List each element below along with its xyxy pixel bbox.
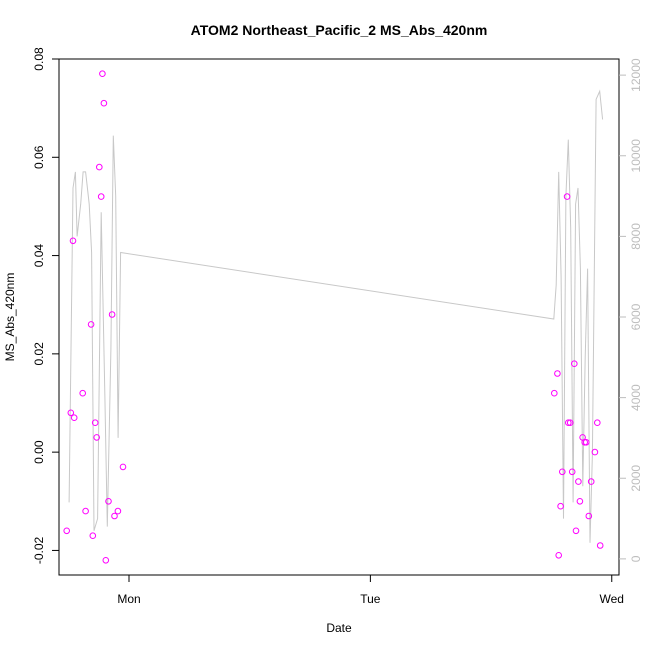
x-axis-label: Date (326, 621, 352, 635)
y-axis-right: 0 2000 4000 6000 8000 10000 12000 (619, 58, 643, 562)
data-point (571, 360, 578, 368)
data-point (91, 419, 99, 427)
y-tick-label: -0.02 (32, 536, 46, 564)
series-line (68, 89, 604, 543)
data-point (119, 463, 127, 471)
data-point (67, 409, 75, 417)
data-point (114, 507, 122, 515)
data-point (551, 389, 558, 397)
y-tick-label: 0.06 (32, 145, 46, 169)
y-tick-label: 0.02 (32, 342, 46, 366)
data-point (89, 532, 97, 540)
data-point (585, 512, 593, 520)
y2-tick-label: 2000 (629, 465, 643, 492)
data-point (96, 163, 103, 171)
data-point (82, 507, 89, 515)
data-point (559, 468, 566, 476)
data-point (87, 321, 95, 328)
data-point (102, 557, 110, 564)
data-point (566, 419, 574, 427)
data-point (575, 478, 582, 485)
data-point (572, 527, 580, 535)
y2-tick-label: 8000 (629, 223, 643, 250)
data-point (557, 502, 564, 510)
y2-tick-label: 4000 (629, 384, 643, 411)
x-tick-label: Tue (360, 592, 381, 606)
data-point (79, 389, 86, 397)
plot-frame (58, 58, 620, 576)
y2-tick-label: 6000 (629, 303, 643, 330)
data-point (111, 512, 118, 520)
data-point (554, 370, 561, 377)
data-point (108, 311, 116, 318)
data-point (591, 448, 599, 456)
x-tick-label: Wed (600, 592, 624, 606)
x-tick-label: Mon (117, 592, 140, 606)
points-layer (63, 70, 604, 564)
data-point (69, 237, 77, 245)
data-point (100, 99, 108, 107)
data-point (596, 542, 604, 549)
data-point (582, 439, 590, 446)
data-point (565, 419, 572, 427)
data-point (105, 498, 112, 505)
y-tick-label: 0.08 (32, 47, 46, 71)
data-point (70, 414, 78, 422)
y-tick-label: 0.04 (32, 244, 46, 268)
y-axis-left: -0.02 0.00 0.02 0.04 0.06 0.08 (32, 47, 59, 564)
y2-tick-label: 12000 (629, 58, 643, 92)
x-axis: Mon Tue Wed (117, 575, 624, 606)
data-point (563, 193, 571, 200)
data-point (587, 478, 595, 485)
data-point (568, 468, 576, 476)
y2-tick-label: 10000 (629, 139, 643, 173)
data-point (93, 434, 100, 441)
data-point (594, 419, 601, 427)
data-point (97, 193, 105, 200)
y2-tick-label: 0 (629, 555, 643, 562)
chart-title: ATOM2 Northeast_Pacific_2 MS_Abs_420nm (191, 22, 488, 38)
y-axis-label: MS_Abs_420nm (3, 273, 17, 362)
data-point (555, 552, 563, 559)
data-point (63, 527, 70, 535)
data-point (576, 498, 584, 505)
y-tick-label: 0.00 (32, 440, 46, 464)
line-layer (68, 89, 604, 543)
data-point (99, 70, 106, 77)
